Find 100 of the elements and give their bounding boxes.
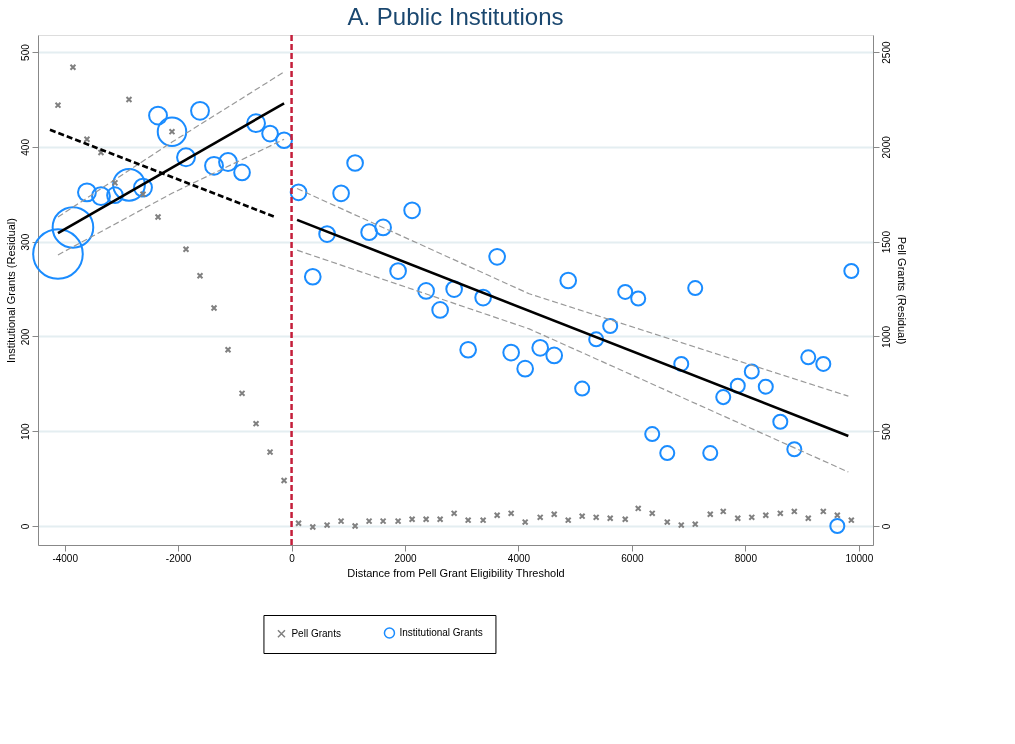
x-tick-label: 4000	[507, 552, 531, 564]
point	[54, 101, 62, 109]
point	[677, 521, 685, 529]
x-tick-label: 2000	[394, 552, 418, 564]
point	[309, 523, 317, 531]
point	[772, 413, 789, 430]
point	[360, 223, 378, 241]
point	[516, 359, 534, 378]
point	[69, 63, 77, 71]
point	[133, 177, 153, 198]
point	[403, 201, 421, 220]
point	[148, 105, 168, 126]
point	[261, 124, 279, 143]
point	[204, 155, 224, 176]
x-tick-label: 0	[289, 552, 296, 564]
y-axis-title: Institutional Grants (Residual)	[4, 218, 17, 363]
point	[588, 331, 605, 348]
point	[176, 147, 196, 168]
point	[445, 280, 463, 298]
point	[436, 515, 444, 523]
point	[303, 267, 322, 286]
point	[417, 282, 435, 300]
point	[374, 218, 392, 237]
y2-tick-label: 0	[880, 523, 892, 530]
point	[318, 225, 336, 243]
point	[196, 272, 204, 280]
point	[459, 340, 477, 359]
point	[757, 378, 774, 395]
y-tick-label: 100	[19, 422, 31, 441]
point	[351, 522, 359, 530]
point	[729, 377, 746, 394]
point	[431, 301, 449, 319]
y2-tick-label: 2500	[880, 41, 892, 64]
point	[224, 346, 232, 354]
point	[77, 182, 97, 203]
point	[663, 518, 671, 526]
point	[246, 113, 266, 134]
point	[332, 184, 350, 203]
point	[715, 389, 732, 406]
point	[691, 520, 699, 528]
point	[91, 186, 111, 207]
point	[106, 186, 124, 205]
point	[83, 135, 91, 143]
point	[574, 380, 591, 397]
point	[843, 263, 860, 280]
y-tick-label: 300	[19, 233, 31, 251]
point	[139, 190, 147, 198]
x-tick-label: -4000	[52, 552, 79, 564]
x-tick-label: -2000	[165, 552, 192, 564]
point	[218, 152, 238, 172]
y2-tick-label: 500	[880, 422, 892, 441]
point	[275, 131, 293, 150]
x-tick-label: 6000	[621, 552, 644, 564]
point	[502, 343, 520, 362]
chart-title: A. Public Institutions	[347, 2, 564, 30]
point	[233, 163, 251, 182]
point	[743, 363, 760, 380]
point	[545, 346, 564, 365]
point	[659, 445, 676, 462]
point	[346, 154, 364, 172]
point	[493, 511, 501, 519]
y-tick-label: 500	[19, 43, 31, 61]
y-tick-label: 400	[19, 138, 31, 156]
point	[559, 271, 578, 290]
point	[111, 179, 119, 187]
point	[182, 245, 190, 253]
point	[488, 248, 506, 266]
point	[289, 183, 308, 202]
point	[673, 355, 690, 372]
point	[630, 290, 647, 307]
x-tick-label: 8000	[734, 552, 758, 564]
point	[617, 283, 634, 300]
point	[602, 318, 619, 335]
point	[786, 441, 803, 458]
point	[474, 288, 492, 307]
point	[815, 355, 832, 372]
point	[702, 445, 719, 462]
y2-axis-title: Pell Grants (Residual)	[895, 236, 908, 345]
point	[252, 420, 260, 428]
legend-label: Pell Grants	[291, 627, 341, 639]
point	[829, 518, 846, 535]
point	[190, 100, 210, 121]
point	[521, 518, 529, 526]
point	[687, 280, 704, 297]
x-axis-title: Distance from Pell Grant Eligibility Threshold	[347, 566, 565, 579]
legend-label: Institutional Grants	[399, 627, 483, 638]
point	[531, 339, 550, 357]
point	[800, 349, 817, 366]
y2-tick-label: 1500	[880, 230, 892, 254]
y2-tick-label: 1000	[880, 325, 892, 349]
x-tick-label: 10000	[845, 552, 874, 564]
point	[408, 515, 416, 523]
point	[422, 515, 430, 523]
point	[238, 389, 246, 397]
y-tick-label: 200	[19, 328, 31, 346]
y-tick-label: 0	[19, 523, 31, 530]
y2-tick-label: 2000	[880, 135, 892, 159]
point	[564, 516, 572, 524]
point	[644, 426, 661, 443]
point	[389, 262, 407, 280]
